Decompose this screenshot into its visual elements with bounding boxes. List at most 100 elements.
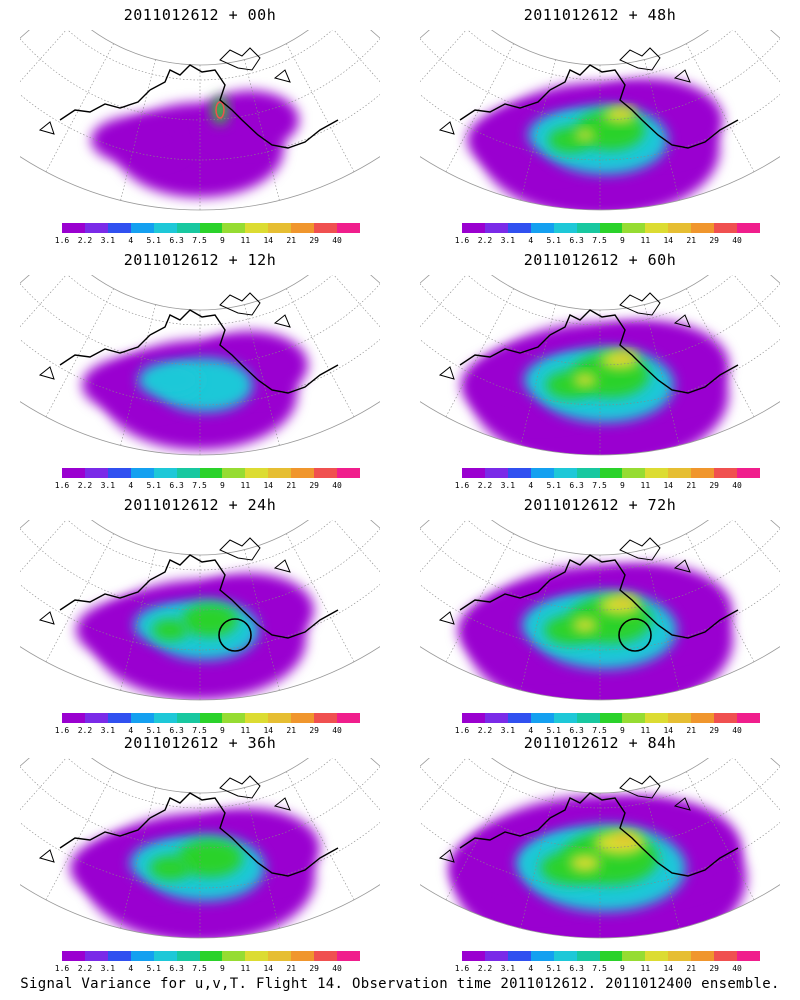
colorbar-label: 11 — [240, 964, 251, 973]
colorbar-label: 3.1 — [500, 236, 516, 245]
map-panel-2: 2011012612 + 12h 1.6 2.2 3.1 4 5.1 6.3 7.5 9 11 1… — [0, 245, 400, 490]
colorbar-label: 9 — [620, 236, 625, 245]
colorbar-swatch — [130, 468, 154, 478]
colorbar-swatch — [176, 468, 200, 478]
variance-map — [20, 520, 380, 701]
colorbar-label: 2.2 — [477, 236, 493, 245]
map-panel-1: 2011012612 + 48h 1.6 2.2 3.1 4 5.1 6.3 7.5 9 11 1… — [400, 0, 800, 245]
graticule — [20, 520, 380, 700]
latitude-line — [20, 766, 380, 849]
colorbar-label: 2.2 — [77, 964, 93, 973]
longitude-line — [20, 30, 67, 83]
colorbar-label: 4 — [128, 236, 134, 245]
longitude-line — [420, 520, 467, 573]
colorbar-label: 21 — [686, 481, 697, 490]
colorbar-label: 6.3 — [169, 726, 184, 735]
colorbar-label: 5.1 — [546, 726, 561, 735]
colorbar-label: 5.1 — [546, 481, 561, 490]
colorbar-swatch — [107, 223, 131, 233]
variance-map — [20, 275, 380, 456]
colorbar-label: 9 — [620, 964, 625, 973]
colorbar-swatch — [84, 951, 108, 961]
colorbar-swatch — [222, 713, 246, 723]
colorbar-label: 2.2 — [477, 481, 493, 490]
colorbar-swatch — [62, 223, 85, 233]
latitude-line — [67, 758, 333, 809]
colorbar-label: 9 — [620, 481, 625, 490]
colorbar-label: 4 — [528, 726, 534, 735]
variance-map — [420, 30, 780, 211]
colorbar-swatch — [599, 713, 623, 723]
colorbar-labels: 1.6 2.2 3.1 4 5.1 6.3 7.5 9 11 14 21 29 40 — [455, 726, 760, 736]
graticule — [420, 758, 780, 938]
colorbar-swatch — [691, 468, 715, 478]
variance-blob — [138, 362, 202, 398]
colorbar-label: 11 — [240, 481, 251, 490]
colorbar-label: 6.3 — [569, 964, 584, 973]
colorbar-swatch — [530, 713, 554, 723]
latitude-line — [467, 30, 733, 81]
latitude-line — [67, 520, 333, 571]
colorbar-label: 6.3 — [569, 236, 584, 245]
colorbar-swatch — [507, 713, 531, 723]
colorbar-swatch — [668, 223, 692, 233]
colorbar-label: 7.5 — [192, 236, 207, 245]
map-panel-4: 2011012612 + 24h 1.6 2.2 3.1 4 5.1 6.3 7.5 9 11 1… — [0, 490, 400, 735]
colorbar-swatch — [645, 951, 669, 961]
colorbar-label: 7.5 — [592, 964, 607, 973]
colorbar-label: 6.3 — [169, 481, 184, 490]
colorbar-label: 6.3 — [169, 964, 184, 973]
latitude-line — [67, 275, 333, 326]
colorbar-swatch — [314, 223, 338, 233]
colorbar-swatch — [576, 223, 600, 233]
longitude-line — [733, 520, 780, 573]
islands — [438, 292, 691, 380]
variance-blob — [614, 832, 636, 844]
colorbar-swatch — [291, 951, 315, 961]
colorbar-swatch — [84, 713, 108, 723]
variance-map — [20, 30, 380, 211]
longitude-line — [420, 758, 467, 811]
colorbar-swatch — [245, 951, 269, 961]
colorbar-swatch — [462, 713, 485, 723]
colorbar-swatch — [245, 468, 269, 478]
colorbar-swatch — [714, 468, 738, 478]
colorbar-swatch — [599, 223, 623, 233]
latitude-line — [467, 275, 733, 326]
colorbar — [62, 951, 360, 961]
latitude-line — [420, 283, 780, 366]
colorbar-label: 3.1 — [100, 481, 116, 490]
longitude-line — [733, 30, 780, 83]
map-panel-7: 2011012612 + 84h 1.6 2.2 3.1 4 5.1 6.3 7.5 9 11 1… — [400, 728, 800, 973]
colorbar-label: 9 — [220, 236, 225, 245]
coastline — [59, 64, 339, 149]
latitude-line — [20, 283, 380, 366]
colorbar-swatch — [337, 951, 360, 961]
colorbar-label: 11 — [640, 481, 651, 490]
colorbar-swatch — [622, 951, 646, 961]
colorbar-label: 4 — [528, 964, 534, 973]
map-panel-5: 2011012612 + 72h 1.6 2.2 3.1 4 5.1 6.3 7.5 9 11 1… — [400, 490, 800, 735]
colorbar-swatch — [599, 951, 623, 961]
panel-title: 2011012612 + 48h — [523, 6, 677, 24]
colorbar-label: 9 — [620, 726, 625, 735]
map-panel-0: 2011012612 + 00h 1.6 2.2 3.1 4 5.1 6.3 7.5 9 11 1… — [0, 0, 400, 245]
colorbar-swatch — [576, 468, 600, 478]
colorbar-swatch — [484, 951, 508, 961]
islands — [438, 537, 691, 625]
colorbar-swatch — [462, 468, 485, 478]
colorbar-swatch — [737, 713, 760, 723]
colorbar-label: 1.6 — [54, 481, 70, 490]
colorbar-label: 11 — [640, 726, 651, 735]
colorbar-swatch — [576, 713, 600, 723]
latitude-line — [420, 94, 780, 161]
colorbar-label: 9 — [220, 726, 225, 735]
colorbar-label: 11 — [240, 236, 251, 245]
colorbar-label: 1.6 — [54, 236, 70, 245]
colorbar-label: 7.5 — [192, 964, 207, 973]
colorbar-label: 7.5 — [192, 726, 207, 735]
colorbar-swatch — [153, 468, 177, 478]
variance-map — [20, 758, 380, 939]
latitude-line — [420, 528, 780, 611]
coastline — [59, 792, 339, 877]
